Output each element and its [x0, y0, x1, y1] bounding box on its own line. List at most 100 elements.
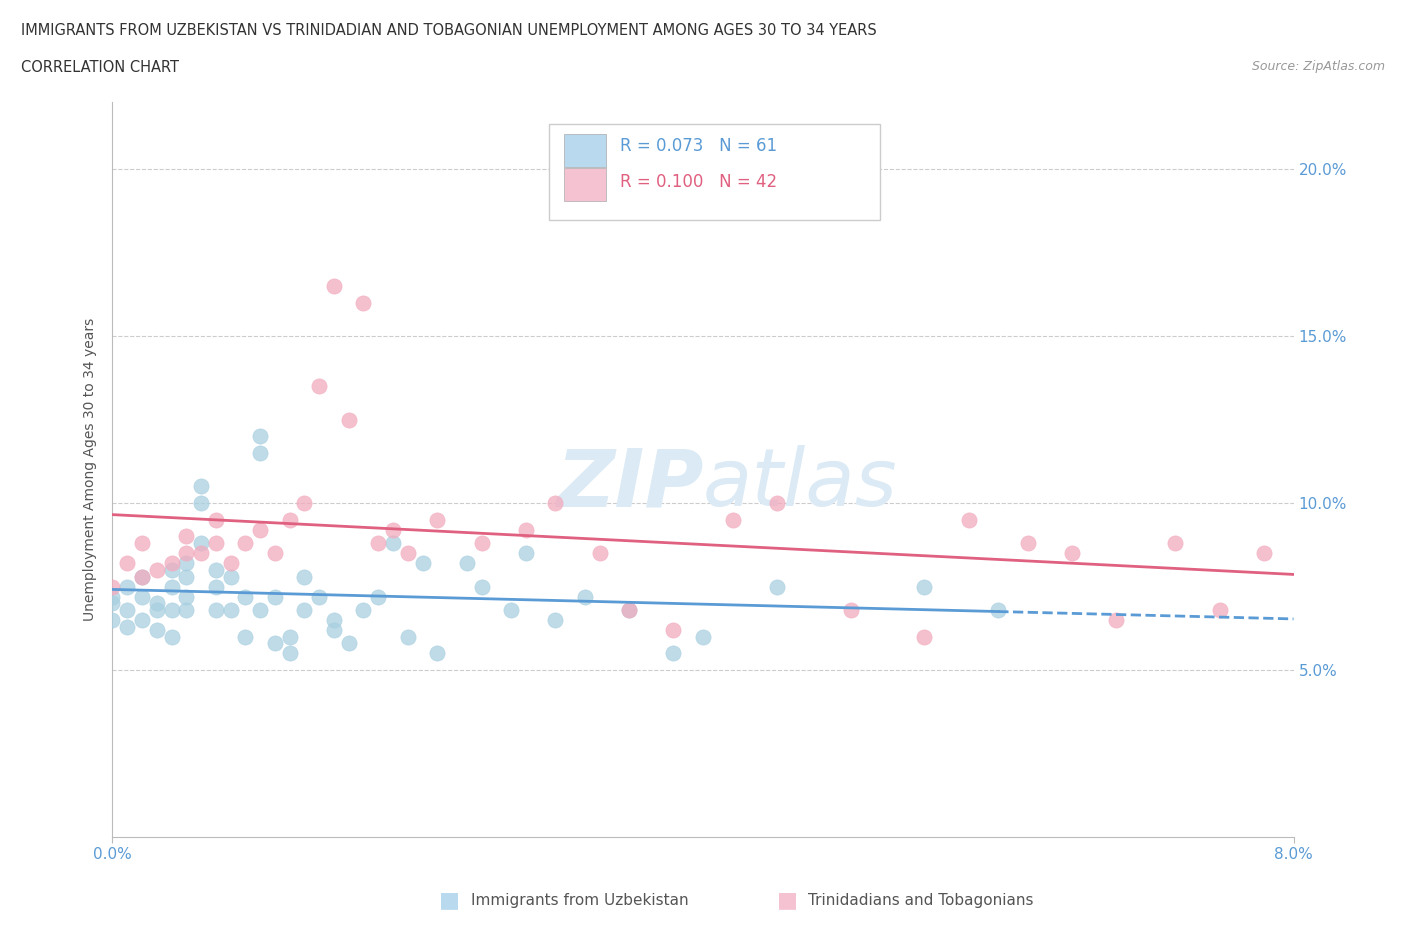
Point [515, 546, 537, 561]
Bar [564, 134, 606, 167]
Point [382, 536, 405, 551]
Point [249, 523, 271, 538]
Point [190, 479, 212, 494]
Point [367, 589, 389, 604]
Point [117, 603, 138, 618]
Point [1105, 613, 1128, 628]
Point [987, 603, 1010, 618]
Point [588, 546, 610, 561]
Point [174, 556, 197, 571]
Point [146, 622, 169, 637]
Point [117, 556, 138, 571]
Point [1062, 546, 1084, 561]
Y-axis label: Unemployment Among Ages 30 to 34 years: Unemployment Among Ages 30 to 34 years [83, 318, 97, 621]
Point [131, 536, 153, 551]
Text: Immigrants from Uzbekistan: Immigrants from Uzbekistan [471, 893, 689, 908]
Point [174, 546, 197, 561]
Point [219, 569, 242, 584]
Text: atlas: atlas [703, 445, 898, 524]
Point [174, 569, 197, 584]
Point [278, 512, 301, 527]
Point [839, 603, 862, 618]
Point [352, 603, 374, 618]
Point [101, 613, 124, 628]
Point [249, 445, 271, 460]
Text: R = 0.073   N = 61: R = 0.073 N = 61 [620, 138, 778, 155]
Point [619, 603, 641, 618]
Point [219, 603, 242, 618]
Text: IMMIGRANTS FROM UZBEKISTAN VS TRINIDADIAN AND TOBAGONIAN UNEMPLOYMENT AMONG AGES: IMMIGRANTS FROM UZBEKISTAN VS TRINIDADIA… [21, 23, 877, 38]
Point [160, 579, 183, 594]
Point [323, 622, 346, 637]
Point [205, 536, 228, 551]
Point [101, 596, 124, 611]
Point [249, 603, 271, 618]
Point [471, 579, 494, 594]
Point [264, 636, 287, 651]
Point [101, 589, 124, 604]
Point [205, 579, 228, 594]
FancyBboxPatch shape [550, 125, 880, 219]
Point [219, 556, 242, 571]
Point [205, 563, 228, 578]
Point [249, 429, 271, 444]
Point [131, 589, 153, 604]
Point [264, 546, 287, 561]
Point [205, 603, 228, 618]
Point [160, 603, 183, 618]
Point [957, 512, 980, 527]
Point [205, 512, 228, 527]
Point [515, 523, 537, 538]
Point [146, 603, 169, 618]
Point [501, 603, 523, 618]
Point [426, 645, 449, 660]
Point [146, 563, 169, 578]
Point [337, 412, 360, 427]
Point [117, 619, 138, 634]
Point [278, 645, 301, 660]
Point [914, 579, 936, 594]
Text: ■: ■ [440, 890, 460, 910]
Point [233, 589, 256, 604]
Point [101, 579, 124, 594]
Point [1017, 536, 1039, 551]
Point [765, 579, 787, 594]
Point [662, 622, 685, 637]
Point [396, 630, 419, 644]
Point [190, 536, 212, 551]
Point [396, 546, 419, 561]
Point [292, 569, 315, 584]
Point [765, 496, 787, 511]
Point [174, 603, 197, 618]
Point [174, 529, 197, 544]
Text: Source: ZipAtlas.com: Source: ZipAtlas.com [1251, 60, 1385, 73]
Point [426, 512, 449, 527]
Point [544, 496, 567, 511]
Point [1164, 536, 1187, 551]
Point [233, 536, 256, 551]
Point [412, 556, 434, 571]
Point [337, 636, 360, 651]
Text: ZIP: ZIP [555, 445, 703, 524]
Point [574, 589, 596, 604]
Point [146, 596, 169, 611]
Text: ■: ■ [778, 890, 797, 910]
Point [131, 569, 153, 584]
Point [264, 589, 287, 604]
Text: Trinidadians and Tobagonians: Trinidadians and Tobagonians [808, 893, 1033, 908]
Point [292, 603, 315, 618]
Point [278, 630, 301, 644]
Point [292, 496, 315, 511]
Point [190, 546, 212, 561]
Point [233, 630, 256, 644]
Point [352, 295, 374, 310]
Point [1253, 546, 1275, 561]
Bar [564, 168, 606, 202]
Point [721, 512, 744, 527]
Point [160, 556, 183, 571]
Point [692, 630, 714, 644]
Point [131, 569, 153, 584]
Point [456, 556, 478, 571]
Point [174, 589, 197, 604]
Point [1208, 603, 1232, 618]
